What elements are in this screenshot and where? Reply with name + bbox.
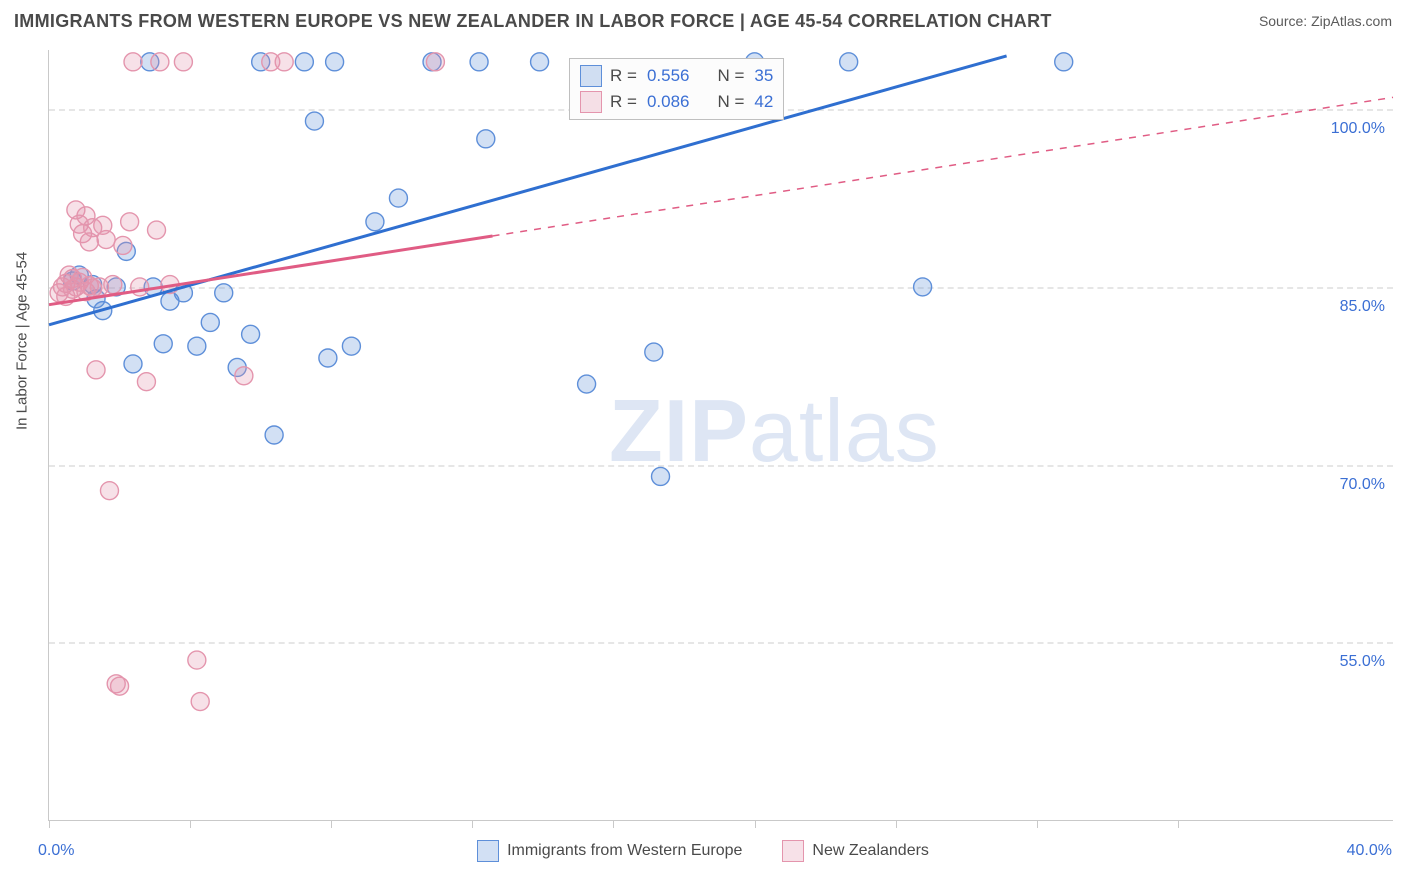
data-point	[531, 53, 549, 71]
series-legend: Immigrants from Western Europe New Zeala…	[0, 840, 1406, 862]
legend-R-label: R =	[610, 66, 637, 86]
data-point	[470, 53, 488, 71]
data-point	[242, 325, 260, 343]
y-tick-label: 55.0%	[1340, 653, 1385, 671]
data-point	[104, 276, 122, 294]
series-label-nz: New Zealanders	[812, 842, 929, 860]
title-bar: IMMIGRANTS FROM WESTERN EUROPE VS NEW ZE…	[0, 0, 1406, 42]
data-point	[114, 236, 132, 254]
data-point	[188, 651, 206, 669]
data-point	[914, 278, 932, 296]
data-point	[342, 337, 360, 355]
legend-N-label: N =	[717, 66, 744, 86]
data-point	[201, 313, 219, 331]
data-point	[326, 53, 344, 71]
plot-svg	[49, 50, 1393, 820]
data-point	[151, 53, 169, 71]
legend-swatch-immigrants	[580, 65, 602, 87]
legend-R-value-nz: 0.086	[647, 92, 690, 112]
data-point	[265, 426, 283, 444]
x-tick	[331, 820, 332, 828]
data-point	[111, 677, 129, 695]
legend-R-label: R =	[610, 92, 637, 112]
legend-N-value-immigrants: 35	[754, 66, 773, 86]
data-point	[319, 349, 337, 367]
data-point	[645, 343, 663, 361]
x-tick	[190, 820, 191, 828]
y-tick-label: 100.0%	[1331, 120, 1385, 138]
data-point	[652, 467, 670, 485]
y-tick-label: 70.0%	[1340, 476, 1385, 494]
x-tick	[613, 820, 614, 828]
data-point	[426, 53, 444, 71]
data-point	[87, 361, 105, 379]
series-legend-immigrants: Immigrants from Western Europe	[477, 840, 742, 862]
x-tick	[49, 820, 50, 828]
legend-row-nz: R = 0.086 N = 42	[580, 89, 773, 115]
x-tick	[896, 820, 897, 828]
x-tick	[472, 820, 473, 828]
x-tick	[1178, 820, 1179, 828]
data-point	[215, 284, 233, 302]
data-point	[174, 53, 192, 71]
series-swatch-immigrants	[477, 840, 499, 862]
data-point	[124, 355, 142, 373]
y-axis-title: In Labor Force | Age 45-54	[14, 252, 31, 430]
data-point	[235, 367, 253, 385]
data-point	[121, 213, 139, 231]
data-point	[389, 189, 407, 207]
data-point	[97, 231, 115, 249]
series-legend-nz: New Zealanders	[782, 840, 929, 862]
correlation-legend: R = 0.556 N = 35 R = 0.086 N = 42	[569, 58, 784, 120]
trend-line	[49, 56, 1007, 325]
data-point	[188, 337, 206, 355]
data-point	[148, 221, 166, 239]
source-label: Source: ZipAtlas.com	[1259, 13, 1392, 29]
data-point	[100, 482, 118, 500]
legend-R-value-immigrants: 0.556	[647, 66, 690, 86]
data-point	[1055, 53, 1073, 71]
legend-swatch-nz	[580, 91, 602, 113]
series-swatch-nz	[782, 840, 804, 862]
data-point	[124, 53, 142, 71]
data-point	[154, 335, 172, 353]
legend-row-immigrants: R = 0.556 N = 35	[580, 63, 773, 89]
legend-N-label: N =	[717, 92, 744, 112]
data-point	[477, 130, 495, 148]
chart-title: IMMIGRANTS FROM WESTERN EUROPE VS NEW ZE…	[14, 11, 1052, 32]
data-point	[191, 693, 209, 711]
data-point	[137, 373, 155, 391]
plot-area: ZIPatlas R = 0.556 N = 35 R = 0.086 N = …	[48, 50, 1393, 821]
data-point	[305, 112, 323, 130]
data-point	[578, 375, 596, 393]
x-tick	[1037, 820, 1038, 828]
legend-N-value-nz: 42	[754, 92, 773, 112]
data-point	[840, 53, 858, 71]
data-point	[366, 213, 384, 231]
data-point	[131, 278, 149, 296]
series-label-immigrants: Immigrants from Western Europe	[507, 842, 742, 860]
data-point	[275, 53, 293, 71]
data-point	[295, 53, 313, 71]
x-tick	[755, 820, 756, 828]
y-tick-label: 85.0%	[1340, 298, 1385, 316]
